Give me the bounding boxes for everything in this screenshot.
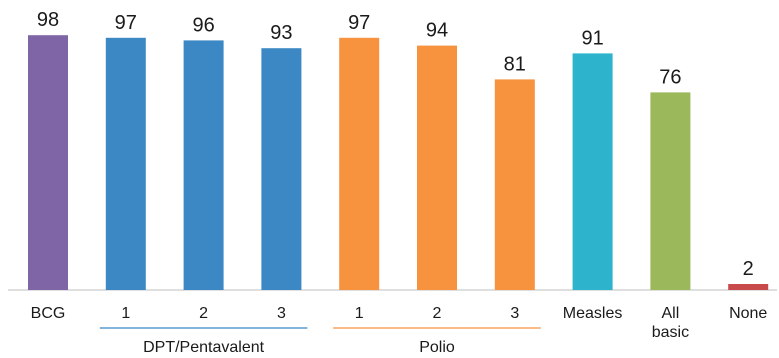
x-tick-label-line: 2 xyxy=(199,305,208,322)
x-tick-label-7: 3 xyxy=(510,305,519,322)
x-tick-label-line: None xyxy=(729,305,767,322)
bar-6 xyxy=(417,45,457,290)
x-tick-label-3: 2 xyxy=(199,305,208,322)
x-tick-label-line: basic xyxy=(652,324,689,341)
value-label-6: 94 xyxy=(426,20,448,42)
x-tick-label-line: 1 xyxy=(355,305,364,322)
group-label-2: Polio xyxy=(419,339,455,356)
x-tick-label-line: 2 xyxy=(433,305,442,322)
bar-3 xyxy=(183,40,224,291)
bar-8 xyxy=(572,53,613,291)
group-label-1: DPT/Pentavalent xyxy=(143,339,265,356)
x-tick-label-5: 1 xyxy=(355,305,364,322)
value-labels-layer: 98 97 96 93 97 94 81 91 76 2 xyxy=(37,9,754,280)
bar-9 xyxy=(650,92,691,291)
x-tick-label-line: Measles xyxy=(563,305,623,322)
x-tick-label-2: 1 xyxy=(121,305,130,322)
bars-layer xyxy=(28,35,769,291)
x-tick-label-line: 3 xyxy=(277,305,286,322)
bar-5 xyxy=(339,37,380,290)
x-tick-label-1: BCG xyxy=(31,305,66,322)
x-tick-label-10: None xyxy=(729,305,767,322)
tick-labels-layer: BCG 1 2 3 1 2 3 Measles All basic None xyxy=(31,305,768,341)
x-tick-label-4: 3 xyxy=(277,305,286,322)
value-label-7: 81 xyxy=(504,53,526,75)
value-label-5: 97 xyxy=(348,12,370,34)
value-label-8: 91 xyxy=(581,27,603,49)
bar-10 xyxy=(728,284,769,290)
x-tick-label-9: All basic xyxy=(652,305,689,341)
x-tick-label-line: 3 xyxy=(510,305,519,322)
value-label-4: 93 xyxy=(270,22,292,44)
x-tick-label-line: BCG xyxy=(31,305,66,322)
value-label-3: 96 xyxy=(192,14,214,36)
bar-1 xyxy=(28,35,68,291)
bar-4 xyxy=(261,48,302,291)
value-label-1: 98 xyxy=(37,9,59,31)
x-tick-label-6: 2 xyxy=(433,305,442,322)
group-brackets-layer: DPT/Pentavalent Polio xyxy=(99,327,541,356)
value-label-9: 76 xyxy=(659,66,681,88)
bar-2 xyxy=(105,37,146,290)
x-tick-label-8: Measles xyxy=(563,305,623,322)
x-tick-label-line: 1 xyxy=(121,305,130,322)
bar-7 xyxy=(494,79,535,291)
value-label-10: 2 xyxy=(743,258,754,280)
x-tick-label-line: All xyxy=(662,305,680,322)
value-label-2: 97 xyxy=(115,12,137,34)
